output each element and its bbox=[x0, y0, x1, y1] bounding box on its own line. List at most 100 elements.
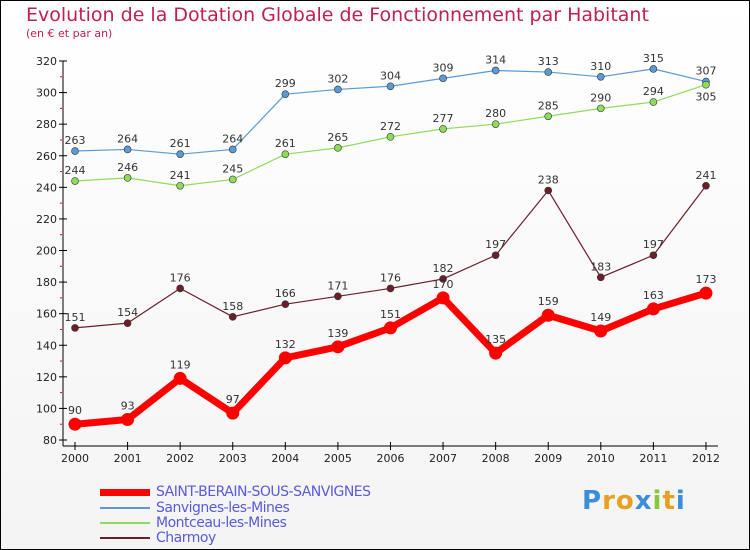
data-label: 119 bbox=[170, 358, 191, 371]
data-point bbox=[596, 72, 605, 81]
y-tick-label: 300 bbox=[36, 87, 57, 100]
legend-swatch bbox=[100, 488, 150, 496]
y-tick-label: 160 bbox=[36, 308, 57, 321]
data-point bbox=[702, 80, 710, 89]
x-tick-label: 2011 bbox=[639, 452, 667, 465]
y-tick-label: 280 bbox=[36, 118, 57, 131]
data-label: 151 bbox=[65, 311, 86, 324]
data-point bbox=[386, 284, 395, 293]
x-tick-label: 2008 bbox=[482, 452, 510, 465]
data-label: 97 bbox=[226, 393, 240, 406]
y-tick-label: 220 bbox=[36, 213, 57, 226]
data-label: 158 bbox=[222, 300, 243, 313]
data-point bbox=[386, 133, 395, 141]
x-tick-label: 2000 bbox=[61, 452, 89, 465]
data-label: 173 bbox=[695, 273, 716, 286]
data-point bbox=[71, 324, 79, 332]
logo-letter: o bbox=[615, 486, 635, 516]
data-label: 265 bbox=[327, 131, 348, 144]
data-label: 277 bbox=[433, 112, 454, 125]
data-point bbox=[649, 98, 658, 106]
data-label: 261 bbox=[275, 137, 296, 150]
data-point bbox=[123, 174, 132, 182]
data-label: 176 bbox=[170, 271, 191, 284]
logo-letter: i bbox=[675, 486, 686, 516]
data-label: 171 bbox=[327, 279, 348, 292]
proxiti-logo: Proxiti bbox=[582, 486, 686, 516]
data-point bbox=[228, 175, 237, 184]
legend-item: Montceau-les-Mines bbox=[100, 515, 287, 531]
y-tick-label: 260 bbox=[36, 150, 57, 163]
data-point bbox=[121, 412, 135, 426]
y-tick-label: 180 bbox=[36, 276, 57, 289]
legend-label: SAINT-BERAIN-SOUS-SANVIGNES bbox=[156, 484, 371, 500]
data-point bbox=[334, 144, 342, 152]
legend-item: Sanvignes-les-Mines bbox=[100, 500, 290, 516]
data-point bbox=[596, 273, 605, 282]
data-point bbox=[439, 125, 447, 133]
data-point bbox=[173, 371, 187, 385]
data-point bbox=[228, 313, 237, 321]
data-label: 241 bbox=[695, 169, 716, 182]
data-point bbox=[491, 66, 500, 75]
data-point bbox=[646, 302, 660, 316]
logo-letter: P bbox=[582, 486, 603, 516]
data-label: 299 bbox=[275, 77, 296, 90]
data-label: 294 bbox=[643, 85, 664, 98]
data-label: 261 bbox=[170, 137, 191, 150]
x-tick-label: 2001 bbox=[114, 452, 142, 465]
legend-label: Charmoy bbox=[156, 530, 216, 546]
data-point bbox=[541, 308, 555, 322]
x-tick-label: 2003 bbox=[219, 452, 247, 465]
data-point bbox=[649, 65, 658, 73]
data-label: 149 bbox=[590, 311, 611, 324]
data-label: 197 bbox=[643, 238, 664, 251]
logo-letter: t bbox=[662, 486, 676, 516]
data-label: 183 bbox=[590, 260, 611, 273]
legend-item: Charmoy bbox=[100, 530, 216, 546]
x-tick-label: 2006 bbox=[376, 452, 404, 465]
y-tick-label: 320 bbox=[36, 55, 57, 68]
x-tick-label: 2012 bbox=[692, 452, 720, 465]
data-label: 139 bbox=[327, 327, 348, 340]
legend-swatch bbox=[100, 522, 150, 524]
y-tick-label: 240 bbox=[36, 181, 57, 194]
data-label: 170 bbox=[433, 278, 454, 291]
data-point bbox=[436, 291, 450, 305]
legend-swatch bbox=[100, 507, 150, 509]
legend-label: Sanvignes-les-Mines bbox=[156, 500, 290, 516]
data-point bbox=[226, 406, 240, 420]
data-point bbox=[439, 74, 447, 83]
x-tick-label: 2002 bbox=[166, 452, 194, 465]
data-point bbox=[334, 85, 342, 94]
logo-letter: x bbox=[634, 486, 653, 516]
data-label: 315 bbox=[643, 52, 664, 65]
data-point bbox=[228, 145, 237, 154]
data-point bbox=[281, 300, 290, 308]
y-tick-label: 120 bbox=[36, 371, 57, 384]
data-label: 307 bbox=[695, 65, 716, 78]
chart-title: Evolution de la Dotation Globale de Fonc… bbox=[26, 4, 649, 26]
data-point bbox=[71, 177, 79, 185]
y-tick-label: 80 bbox=[43, 434, 57, 447]
data-point bbox=[489, 346, 503, 360]
data-label: 90 bbox=[68, 404, 82, 417]
x-tick-label: 2007 bbox=[429, 452, 457, 465]
x-tick-label: 2009 bbox=[534, 452, 562, 465]
data-label: 310 bbox=[590, 60, 611, 73]
chart-subtitle: (en € et par an) bbox=[26, 27, 113, 40]
data-point bbox=[68, 417, 82, 431]
data-label: 305 bbox=[695, 91, 716, 104]
logo-letter: i bbox=[652, 486, 663, 516]
y-tick-label: 200 bbox=[36, 245, 57, 258]
data-point bbox=[439, 275, 447, 283]
data-label: 304 bbox=[380, 69, 401, 82]
x-tick-label: 2010 bbox=[587, 452, 615, 465]
data-label: 132 bbox=[275, 338, 296, 351]
data-label: 309 bbox=[433, 61, 454, 74]
legend-swatch bbox=[100, 537, 150, 539]
data-point bbox=[383, 321, 397, 335]
data-label: 154 bbox=[117, 306, 138, 319]
data-point bbox=[123, 319, 132, 327]
